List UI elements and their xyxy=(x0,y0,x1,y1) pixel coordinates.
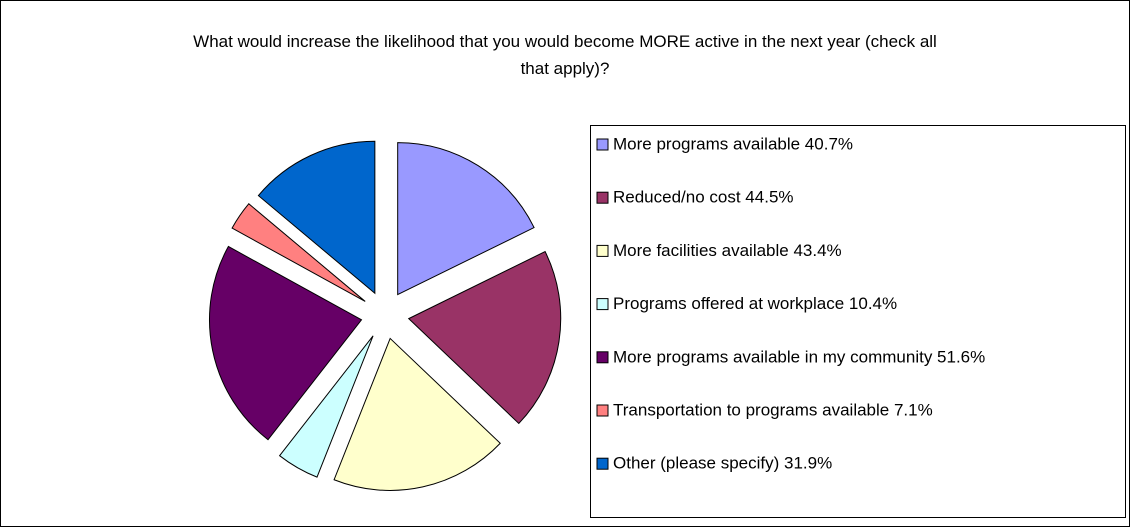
pie-slice xyxy=(209,245,363,441)
legend-label: Transportation to programs available 7.1… xyxy=(613,400,933,419)
legend-label: More facilities available 43.4% xyxy=(613,241,842,260)
legend-label: Reduced/no cost 44.5% xyxy=(613,188,794,207)
legend-label: More programs available in my community … xyxy=(613,347,985,366)
legend-swatch xyxy=(596,191,609,204)
legend-label: More programs available 40.7% xyxy=(613,134,853,153)
legend-swatch xyxy=(596,138,609,151)
legend-swatch xyxy=(596,351,609,364)
legend-swatch xyxy=(596,298,609,311)
legend-swatch xyxy=(596,457,609,470)
legend-swatch xyxy=(596,244,609,257)
pie-slice xyxy=(257,140,376,295)
pie-slice xyxy=(407,250,562,425)
pie-slice xyxy=(397,142,535,296)
pie-slice xyxy=(231,203,366,302)
legend-label: Other (please specify) 31.9% xyxy=(613,454,832,473)
legend-box xyxy=(590,125,1126,518)
pie-slice xyxy=(278,335,374,478)
legend-label: Programs offered at workplace 10.4% xyxy=(613,294,897,313)
pie-slice xyxy=(333,337,501,491)
title-box: What would increase the likelihood that … xyxy=(193,32,937,78)
legend-swatch xyxy=(596,404,609,417)
chart-title: What would increase the likelihood that … xyxy=(193,32,937,78)
